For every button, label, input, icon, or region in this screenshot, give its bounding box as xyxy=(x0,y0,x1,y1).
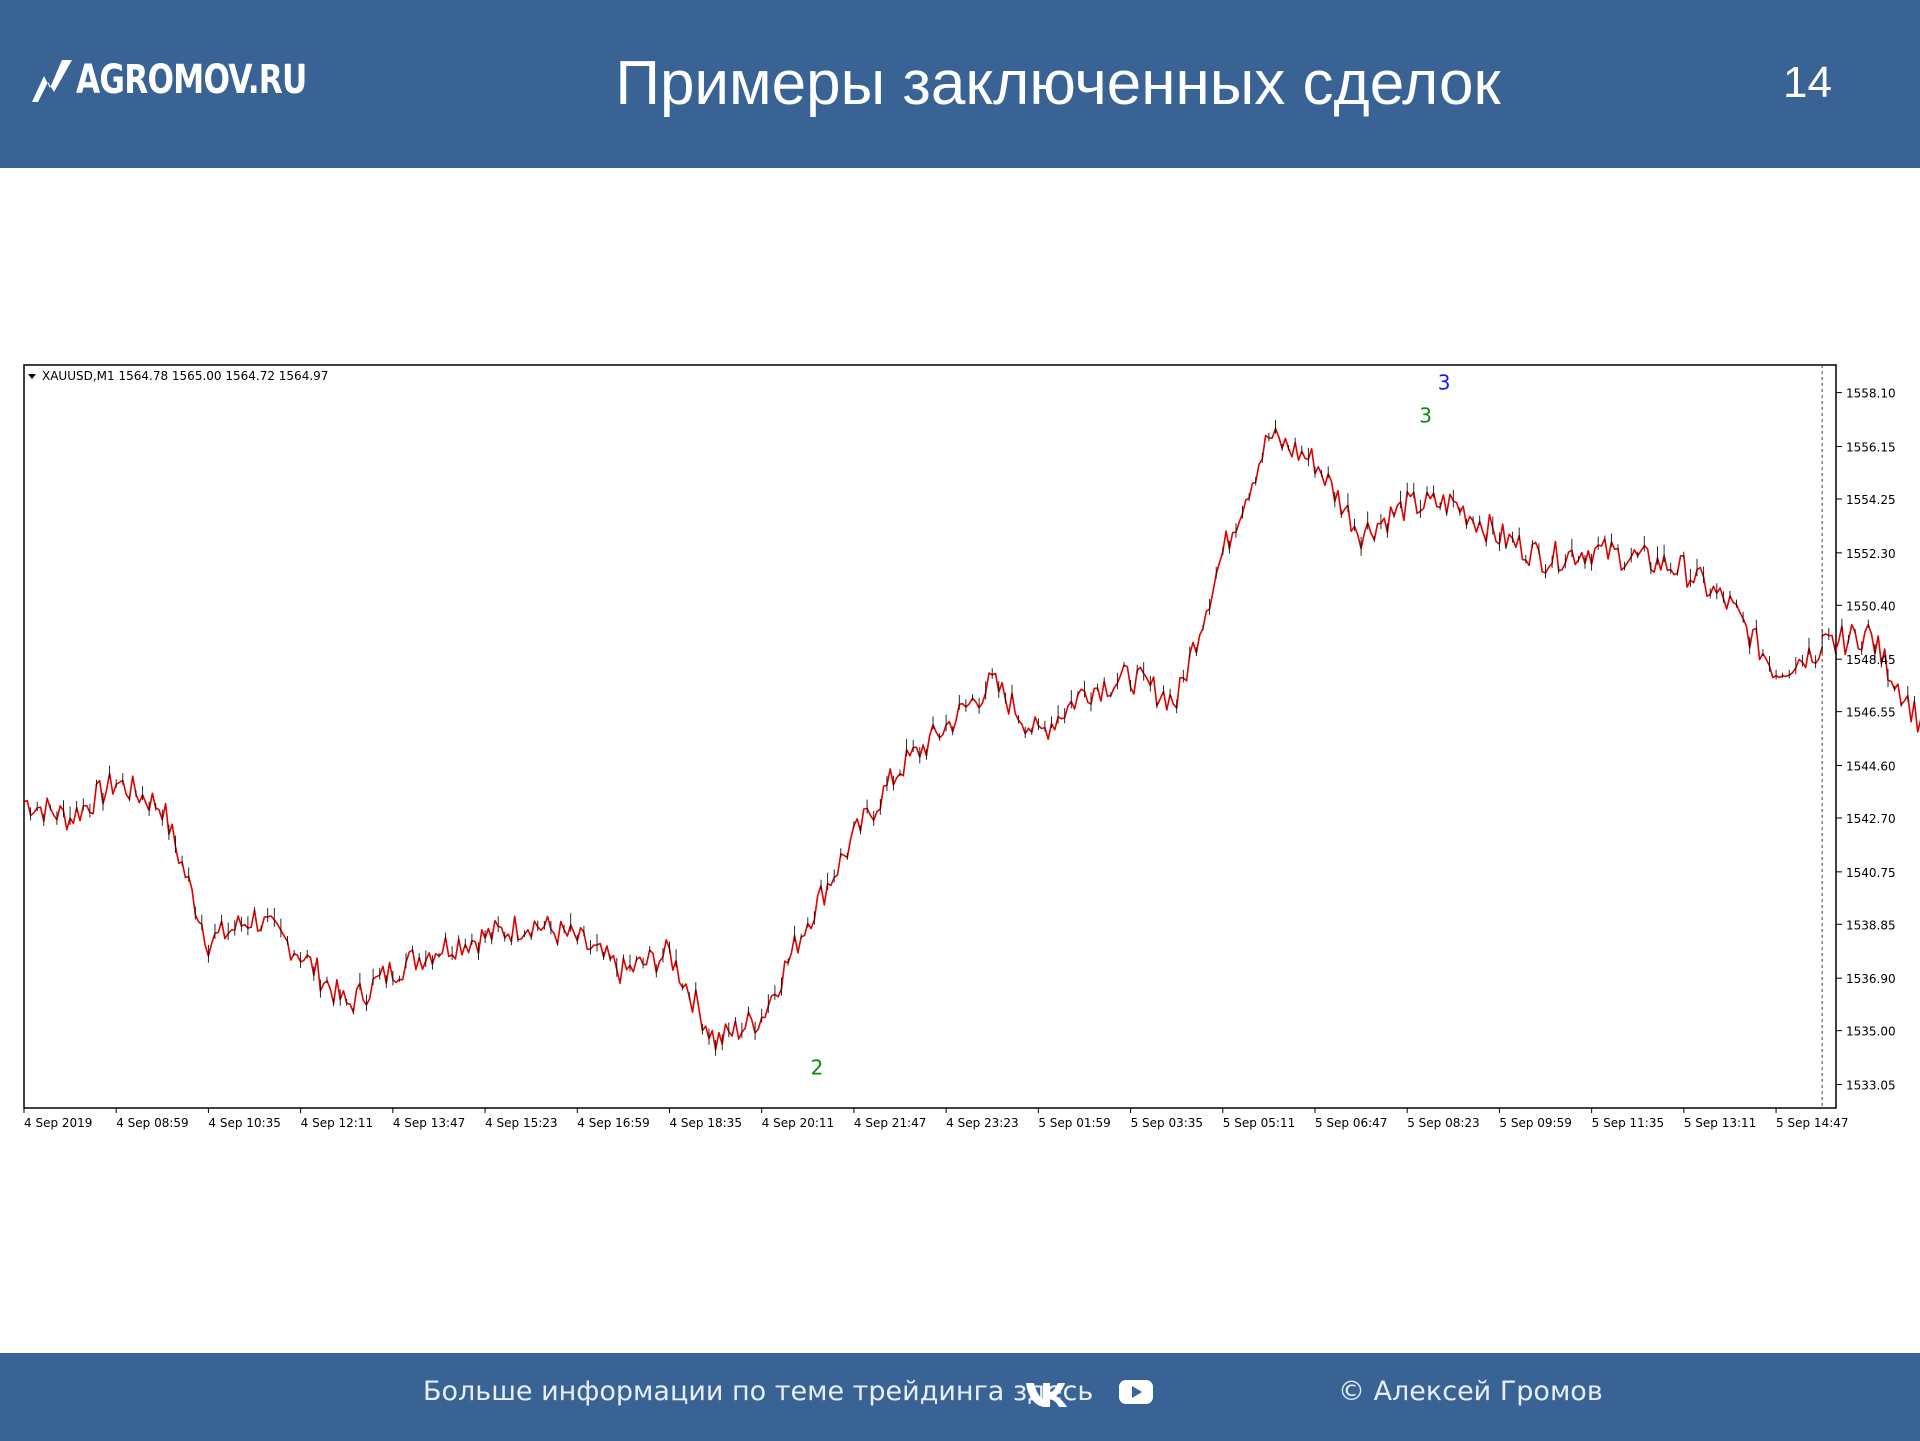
x-tick-label: 4 Sep 20:11 xyxy=(762,1116,834,1130)
x-tick-label: 5 Sep 09:59 xyxy=(1499,1116,1571,1130)
x-tick-label: 4 Sep 16:59 xyxy=(577,1116,649,1130)
slide-title: Примеры заключенных сделок xyxy=(615,49,1501,118)
copyright-text: © Алексей Громов xyxy=(1338,1376,1603,1407)
x-tick-label: 4 Sep 18:35 xyxy=(669,1116,741,1130)
y-tick-label: 1546.55 xyxy=(1846,706,1896,720)
wave-label-marker: 3 xyxy=(1438,371,1451,395)
y-tick-label: 1554.25 xyxy=(1846,493,1896,507)
x-tick-label: 4 Sep 23:23 xyxy=(946,1116,1018,1130)
price-chart-svg: 1558.10 1556.15 1554.25 1552.30 1550.40 1548.… xyxy=(23,364,1920,1130)
y-tick-label: 1556.15 xyxy=(1846,440,1896,454)
dropdown-triangle-icon[interactable] xyxy=(28,374,36,379)
x-tick-label: 5 Sep 14:47 xyxy=(1776,1116,1848,1130)
x-tick-label: 4 Sep 08:59 xyxy=(116,1116,188,1130)
x-tick-label: 5 Sep 06:47 xyxy=(1315,1116,1387,1130)
price-chart: 1558.10 1556.15 1554.25 1552.30 1550.40 1548.… xyxy=(0,352,1920,1152)
x-tick-label: 4 Sep 21:47 xyxy=(854,1116,926,1130)
x-tick-label: 4 Sep 2019 xyxy=(24,1116,92,1130)
vk-icon[interactable] xyxy=(1024,1379,1068,1409)
y-tick-label: 1536.90 xyxy=(1846,972,1896,986)
y-tick-label: 1542.70 xyxy=(1846,812,1896,826)
price-series-wicks-1 xyxy=(23,419,1823,1056)
x-tick-label: 4 Sep 12:11 xyxy=(301,1116,373,1130)
x-tick-label: 5 Sep 03:35 xyxy=(1131,1116,1203,1130)
slide-footer: Больше информации по теме трейдинга здес… xyxy=(0,1353,1920,1441)
y-tick-label: 1552.30 xyxy=(1846,547,1896,561)
x-tick-label: 5 Sep 01:59 xyxy=(1038,1116,1110,1130)
wave-label-marker: 2 xyxy=(811,1056,824,1080)
x-tick-label: 5 Sep 11:35 xyxy=(1592,1116,1664,1130)
wave-label-marker: 3 xyxy=(1419,404,1432,428)
logo-text: AGROMOV.RU xyxy=(76,57,307,103)
slide-header: AGROMOV.RU Примеры заключенных сделок 14 xyxy=(0,0,1920,168)
lightning-logo-icon xyxy=(32,60,72,102)
chart-info-label: XAUUSD,M1 1564.78 1565.00 1564.72 1564.9… xyxy=(42,369,328,383)
y-tick-label: 1540.75 xyxy=(1846,866,1896,880)
y-tick-label: 1548.45 xyxy=(1846,653,1896,667)
x-tick-label: 5 Sep 05:11 xyxy=(1223,1116,1295,1130)
x-tick-label: 4 Sep 13:47 xyxy=(393,1116,465,1130)
y-tick-label: 1535.00 xyxy=(1846,1025,1896,1039)
y-tick-label: 1538.85 xyxy=(1846,918,1896,932)
y-tick-label: 1533.05 xyxy=(1846,1079,1896,1093)
x-tick-label: 5 Sep 08:23 xyxy=(1407,1116,1479,1130)
price-series-wicks-2 xyxy=(1821,618,1915,707)
x-tick-label: 4 Sep 15:23 xyxy=(485,1116,557,1130)
price-series-line-1 xyxy=(23,427,1823,1051)
y-tick-label: 1544.60 xyxy=(1846,760,1896,774)
page-number: 14 xyxy=(1783,58,1832,107)
footer-info-text: Больше информации по теме трейдинга здес… xyxy=(423,1376,1094,1407)
y-tick-label: 1550.40 xyxy=(1846,599,1896,613)
youtube-icon[interactable] xyxy=(1118,1377,1154,1407)
x-tick-label: 5 Sep 13:11 xyxy=(1684,1116,1756,1130)
logo: AGROMOV.RU xyxy=(30,52,372,108)
y-tick-label: 1558.10 xyxy=(1846,387,1896,401)
x-tick-label: 4 Sep 10:35 xyxy=(208,1116,280,1130)
